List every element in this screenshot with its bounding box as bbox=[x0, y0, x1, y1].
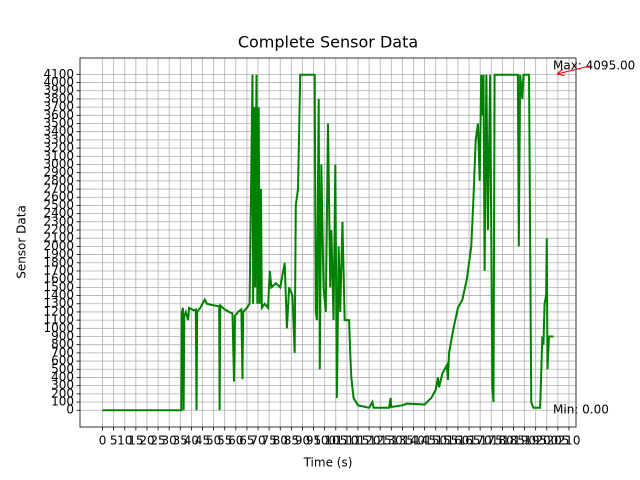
plot-frame bbox=[79, 57, 577, 428]
y-tick-label: 400 bbox=[51, 370, 74, 384]
x-tick-label: 100 bbox=[313, 434, 336, 448]
y-tick-label: 1000 bbox=[43, 321, 74, 335]
x-tick-label: 155 bbox=[435, 434, 458, 448]
y-tick-label: 2400 bbox=[43, 206, 74, 220]
max-annotation: Max: 4095.00 bbox=[553, 59, 635, 73]
y-tick-label: 3300 bbox=[43, 132, 74, 146]
x-axis-label: Time (s) bbox=[303, 456, 353, 470]
x-tick-label: 45 bbox=[195, 434, 210, 448]
y-axis-label: Sensor Data bbox=[15, 205, 29, 279]
y-tick-label: 4100 bbox=[43, 67, 74, 81]
x-tick-label: 5 bbox=[110, 434, 118, 448]
y-tick-label: 3900 bbox=[43, 83, 74, 97]
y-tick-label: 3800 bbox=[43, 91, 74, 105]
x-tick-label: 20 bbox=[139, 434, 154, 448]
x-tick-label: 170 bbox=[469, 434, 492, 448]
x-tick-label: 75 bbox=[261, 434, 276, 448]
x-tick-label: 175 bbox=[480, 434, 503, 448]
x-tick-label: 110 bbox=[335, 434, 358, 448]
data-line bbox=[102, 73, 554, 412]
chart-title: Complete Sensor Data bbox=[238, 33, 418, 52]
y-tick-label: 3500 bbox=[43, 116, 74, 130]
y-tick-label: 2200 bbox=[43, 223, 74, 237]
y-tick-label: 1200 bbox=[43, 304, 74, 318]
x-tick-label: 30 bbox=[162, 434, 177, 448]
x-tick-label: 130 bbox=[380, 434, 403, 448]
x-tick-label: 190 bbox=[513, 434, 536, 448]
y-tick-label: 1100 bbox=[43, 313, 74, 327]
x-tick-label: 25 bbox=[150, 434, 165, 448]
y-tick-label: 500 bbox=[51, 362, 74, 376]
x-tick-label: 0 bbox=[99, 434, 107, 448]
y-tick-label: 2100 bbox=[43, 231, 74, 245]
y-tick-label: 1300 bbox=[43, 296, 74, 310]
y-tick-label: 2600 bbox=[43, 190, 74, 204]
y-tick-label: 2300 bbox=[43, 214, 74, 228]
y-tick-label: 2900 bbox=[43, 165, 74, 179]
x-tick-label: 135 bbox=[391, 434, 414, 448]
y-tick-label: 1400 bbox=[43, 288, 74, 302]
y-tick-label: 3700 bbox=[43, 100, 74, 114]
y-tick-label: 2700 bbox=[43, 182, 74, 196]
x-tick-label: 40 bbox=[184, 434, 199, 448]
x-tick-label: 90 bbox=[295, 434, 310, 448]
x-tick-label: 55 bbox=[217, 434, 232, 448]
y-tick-label: 4000 bbox=[43, 75, 74, 89]
x-tick-label: 50 bbox=[206, 434, 221, 448]
x-tick-label: 150 bbox=[424, 434, 447, 448]
x-tick-label: 160 bbox=[446, 434, 469, 448]
y-tick-label: 2000 bbox=[43, 239, 74, 253]
x-tick-label: 145 bbox=[413, 434, 436, 448]
y-tick-label: 3100 bbox=[43, 149, 74, 163]
y-tick-label: 0 bbox=[66, 403, 74, 417]
x-tick-label: 165 bbox=[458, 434, 481, 448]
y-tick-label: 300 bbox=[51, 378, 74, 392]
x-tick-label: 205 bbox=[546, 434, 569, 448]
x-tick-label: 85 bbox=[284, 434, 299, 448]
x-tick-label: 180 bbox=[491, 434, 514, 448]
x-tick-label: 80 bbox=[273, 434, 288, 448]
x-tick-label: 200 bbox=[535, 434, 558, 448]
y-tick-label: 2800 bbox=[43, 173, 74, 187]
x-tick-label: 10 bbox=[117, 434, 132, 448]
x-tick-label: 65 bbox=[239, 434, 254, 448]
x-tick-label: 70 bbox=[250, 434, 265, 448]
x-tick-label: 195 bbox=[524, 434, 547, 448]
y-tick-label: 600 bbox=[51, 354, 74, 368]
x-tick-label: 125 bbox=[369, 434, 392, 448]
y-tick-label: 1800 bbox=[43, 255, 74, 269]
annotation-arrow bbox=[557, 65, 591, 74]
y-tick-label: 3400 bbox=[43, 124, 74, 138]
y-tick-label: 1900 bbox=[43, 247, 74, 261]
y-tick-label: 700 bbox=[51, 345, 74, 359]
x-tick-label: 120 bbox=[358, 434, 381, 448]
y-tick-label: 2500 bbox=[43, 198, 74, 212]
x-tick-label: 115 bbox=[347, 434, 370, 448]
y-tick-label: 3200 bbox=[43, 141, 74, 155]
x-tick-label: 35 bbox=[173, 434, 188, 448]
x-tick-label: 210 bbox=[558, 434, 581, 448]
y-tick-label: 800 bbox=[51, 337, 74, 351]
x-tick-label: 95 bbox=[306, 434, 321, 448]
x-tick-label: 140 bbox=[402, 434, 425, 448]
y-tick-label: 3600 bbox=[43, 108, 74, 122]
x-tick-label: 15 bbox=[128, 434, 143, 448]
y-tick-label: 3000 bbox=[43, 157, 74, 171]
x-tick-label: 185 bbox=[502, 434, 525, 448]
y-tick-label: 200 bbox=[51, 386, 74, 400]
y-tick-label: 1500 bbox=[43, 280, 74, 294]
y-tick-label: 1600 bbox=[43, 272, 74, 286]
y-tick-label: 100 bbox=[51, 395, 74, 409]
min-annotation: Min: 0.00 bbox=[553, 403, 609, 417]
y-tick-label: 900 bbox=[51, 329, 74, 343]
y-tick-label: 1700 bbox=[43, 263, 74, 277]
x-tick-label: 60 bbox=[228, 434, 243, 448]
x-tick-label: 105 bbox=[324, 434, 347, 448]
